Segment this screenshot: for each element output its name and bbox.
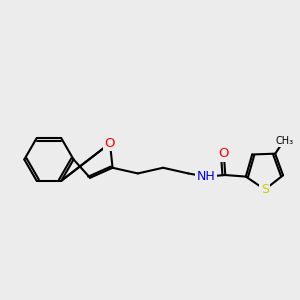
Text: S: S	[261, 183, 269, 196]
Text: O: O	[105, 137, 115, 150]
Text: O: O	[218, 147, 229, 160]
Text: CH₃: CH₃	[275, 136, 293, 146]
Text: NH: NH	[196, 170, 215, 183]
